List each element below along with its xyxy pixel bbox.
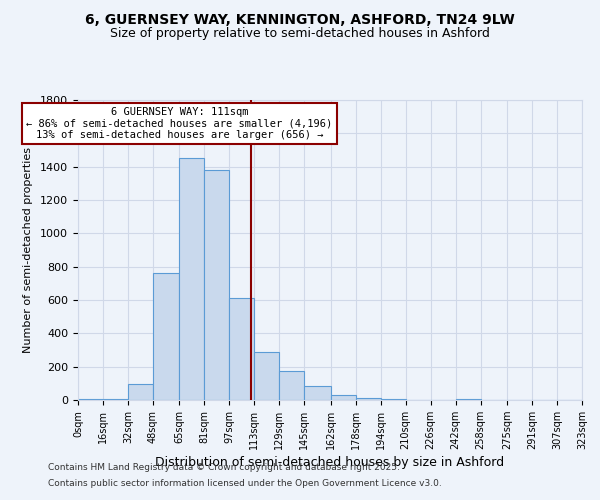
Text: 6 GUERNSEY WAY: 111sqm
← 86% of semi-detached houses are smaller (4,196)
13% of : 6 GUERNSEY WAY: 111sqm ← 86% of semi-det… xyxy=(26,106,332,140)
Text: 6, GUERNSEY WAY, KENNINGTON, ASHFORD, TN24 9LW: 6, GUERNSEY WAY, KENNINGTON, ASHFORD, TN… xyxy=(85,12,515,26)
Text: Contains HM Land Registry data © Crown copyright and database right 2025.: Contains HM Land Registry data © Crown c… xyxy=(48,464,400,472)
Y-axis label: Number of semi-detached properties: Number of semi-detached properties xyxy=(23,147,33,353)
Bar xyxy=(205,170,229,400)
Bar xyxy=(229,298,254,400)
Text: Contains public sector information licensed under the Open Government Licence v3: Contains public sector information licen… xyxy=(48,478,442,488)
Bar xyxy=(455,399,481,400)
Bar xyxy=(103,399,128,400)
Bar xyxy=(331,395,356,400)
Bar xyxy=(78,399,103,400)
Bar xyxy=(153,274,179,400)
Bar xyxy=(356,398,381,400)
Bar xyxy=(179,158,205,400)
X-axis label: Distribution of semi-detached houses by size in Ashford: Distribution of semi-detached houses by … xyxy=(155,456,505,469)
Bar xyxy=(128,384,153,400)
Bar xyxy=(381,399,406,400)
Bar xyxy=(254,352,279,400)
Bar xyxy=(304,386,331,400)
Bar xyxy=(279,371,304,400)
Text: Size of property relative to semi-detached houses in Ashford: Size of property relative to semi-detach… xyxy=(110,28,490,40)
